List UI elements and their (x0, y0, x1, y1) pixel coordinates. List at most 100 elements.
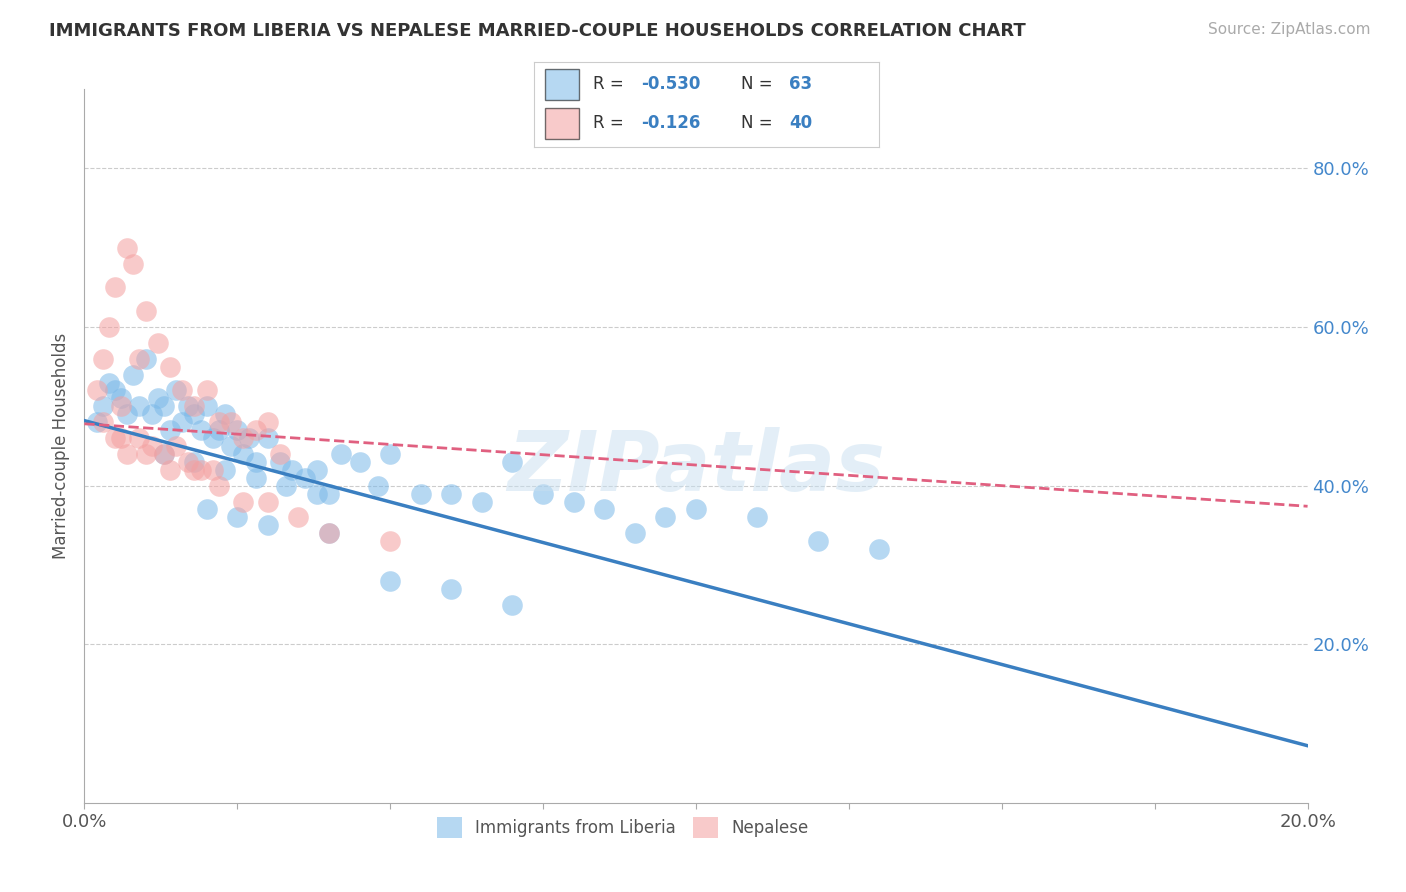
Point (257, 415, 280, 429)
Point (269, 447, 291, 461)
Point (409, 486, 432, 500)
Point (257, 518, 280, 533)
Point (97, 320, 120, 334)
Text: 63: 63 (789, 76, 813, 94)
Point (195, 384, 218, 398)
Point (135, 447, 157, 461)
Text: Source: ZipAtlas.com: Source: ZipAtlas.com (1208, 22, 1371, 37)
Point (104, 384, 127, 398)
Point (141, 407, 163, 421)
Point (115, 407, 138, 421)
Point (165, 439, 187, 453)
Point (190, 423, 212, 437)
Point (146, 392, 169, 406)
Point (104, 431, 127, 445)
Point (183, 455, 205, 469)
Text: N =: N = (741, 76, 778, 94)
Point (115, 447, 138, 461)
Text: -0.126: -0.126 (641, 114, 700, 132)
Point (208, 478, 231, 492)
Point (257, 494, 280, 508)
Point (183, 463, 205, 477)
Point (91, 415, 114, 429)
Point (367, 478, 389, 492)
Point (195, 400, 218, 414)
Point (208, 415, 231, 429)
Point (153, 400, 176, 414)
FancyBboxPatch shape (544, 70, 579, 100)
Point (440, 486, 463, 500)
Point (502, 598, 524, 612)
Point (97, 376, 120, 390)
Point (869, 542, 891, 557)
Point (226, 510, 249, 524)
Point (219, 439, 242, 453)
Point (471, 494, 494, 508)
Point (654, 510, 676, 524)
Point (86, 415, 108, 429)
Text: -0.530: -0.530 (641, 76, 700, 94)
Y-axis label: Married-couple Households: Married-couple Households (52, 333, 70, 559)
Point (502, 455, 524, 469)
Point (219, 415, 242, 429)
Point (128, 400, 150, 414)
Point (135, 351, 157, 366)
Point (128, 351, 150, 366)
Point (128, 431, 150, 445)
Point (380, 534, 402, 549)
Text: ZIPatlas: ZIPatlas (508, 427, 884, 508)
Point (807, 534, 830, 549)
Point (440, 582, 463, 596)
Point (562, 494, 585, 508)
Point (110, 392, 132, 406)
Point (232, 431, 254, 445)
Point (201, 463, 224, 477)
FancyBboxPatch shape (544, 108, 579, 139)
Point (122, 368, 145, 382)
Point (177, 400, 200, 414)
Point (214, 407, 236, 421)
Text: IMMIGRANTS FROM LIBERIA VS NEPALESE MARRIED-COUPLE HOUSEHOLDS CORRELATION CHART: IMMIGRANTS FROM LIBERIA VS NEPALESE MARR… (49, 22, 1026, 40)
Point (685, 502, 707, 516)
Point (159, 463, 181, 477)
Point (177, 455, 200, 469)
Point (146, 335, 169, 350)
Point (318, 526, 340, 541)
Point (294, 471, 316, 485)
Point (305, 486, 328, 500)
Text: R =: R = (593, 76, 628, 94)
Point (214, 463, 236, 477)
Point (276, 478, 298, 492)
Point (349, 455, 371, 469)
Text: R =: R = (593, 114, 628, 132)
Point (232, 494, 254, 508)
Point (245, 455, 267, 469)
Point (232, 447, 254, 461)
Point (531, 486, 554, 500)
Point (110, 431, 132, 445)
Point (104, 280, 127, 294)
Point (183, 407, 205, 421)
Point (195, 502, 218, 516)
Point (91, 400, 114, 414)
Point (318, 526, 340, 541)
Point (86, 384, 108, 398)
Point (172, 415, 194, 429)
Point (153, 447, 176, 461)
Point (238, 431, 260, 445)
Point (593, 502, 616, 516)
Point (122, 257, 145, 271)
Point (380, 574, 402, 588)
Point (183, 400, 205, 414)
Point (165, 384, 187, 398)
Point (153, 447, 176, 461)
Point (318, 486, 340, 500)
Point (245, 471, 267, 485)
Text: N =: N = (741, 114, 778, 132)
Point (172, 384, 194, 398)
Point (190, 463, 212, 477)
Point (159, 359, 181, 374)
Point (208, 423, 231, 437)
Point (747, 510, 769, 524)
Legend: Immigrants from Liberia, Nepalese: Immigrants from Liberia, Nepalese (430, 811, 815, 845)
